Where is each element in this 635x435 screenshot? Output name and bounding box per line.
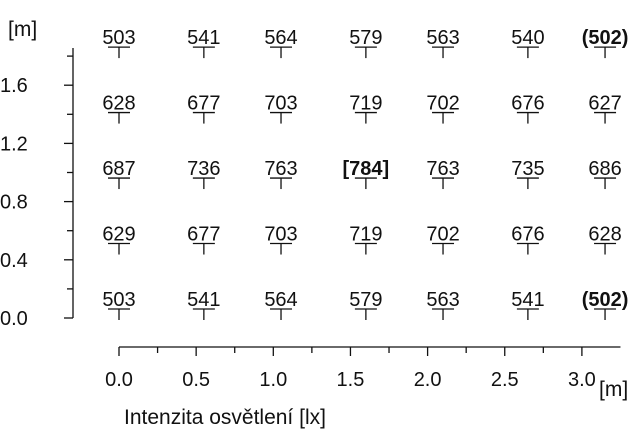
grid-values: 503 541 564 579 563 540 (502) 628 677 703 719 702 67…	[102, 27, 628, 320]
point-value: 703	[264, 224, 297, 246]
measurement-point: 579	[349, 289, 383, 320]
measurement-point: 629	[102, 224, 136, 255]
measurement-point: 736	[187, 158, 221, 190]
x-unit-label: [m]	[599, 378, 628, 401]
y-tick-label: 1.2	[0, 133, 28, 155]
point-value: 719	[349, 93, 382, 115]
measurement-point: 702	[426, 224, 460, 255]
point-value: 703	[264, 93, 297, 115]
measurement-point: 541	[187, 27, 221, 59]
y-tick-label: 0.0	[0, 308, 28, 330]
measurement-point: 676	[511, 224, 545, 255]
measurement-point: 541	[187, 289, 221, 320]
measurement-point: 676	[511, 93, 545, 124]
y-axis: 0.0 0.4 0.8 1.2 1.6	[0, 48, 74, 330]
point-value: 579	[349, 27, 382, 49]
measurement-point: 719	[349, 93, 383, 124]
measurement-point: 627	[588, 93, 622, 124]
measurement-point: 702	[426, 93, 460, 124]
x-tick-label: 0.0	[105, 369, 133, 391]
point-value: 763	[264, 158, 297, 180]
point-value: 503	[102, 289, 135, 311]
measurement-point: 563	[426, 289, 460, 320]
x-tick-label: 0.5	[182, 369, 210, 391]
y-tick-label: 0.8	[0, 192, 28, 214]
point-value: 627	[588, 93, 621, 115]
point-value: 541	[511, 289, 544, 311]
measurement-point: 719	[349, 224, 383, 255]
point-value: 564	[264, 27, 297, 49]
measurement-point: 703	[264, 224, 298, 255]
measurement-point: (502)	[582, 27, 629, 59]
point-value: 628	[102, 93, 135, 115]
point-value: 676	[511, 224, 544, 246]
measurement-point: 563	[426, 27, 460, 59]
measurement-point: 677	[187, 93, 221, 124]
point-value: 687	[102, 158, 135, 180]
measurement-point: 735	[511, 158, 545, 190]
y-tick-label: 0.4	[0, 250, 28, 272]
measurement-point: 564	[264, 27, 298, 59]
point-value: 579	[349, 289, 382, 311]
measurement-point: 579	[349, 27, 383, 59]
point-value: 563	[426, 289, 459, 311]
measurement-point: 541	[511, 289, 545, 320]
point-value: 541	[187, 289, 220, 311]
point-value: 702	[426, 224, 459, 246]
measurement-point: 763	[426, 158, 460, 190]
y-unit-label: [m]	[8, 18, 37, 41]
x-axis-title: Intenzita osvětlení [lx]	[124, 406, 326, 429]
measurement-point: (502)	[582, 289, 629, 320]
point-value: 686	[588, 158, 621, 180]
x-tick-label: 1.5	[337, 369, 365, 391]
x-tick-label: 2.5	[491, 369, 519, 391]
measurement-point: 628	[588, 224, 622, 255]
measurement-point: 564	[264, 289, 298, 320]
point-value: 719	[349, 224, 382, 246]
point-value: (502)	[582, 27, 629, 49]
measurement-point: 628	[102, 93, 136, 124]
y-tick-label: 1.6	[0, 75, 28, 97]
point-value: 540	[511, 27, 544, 49]
x-tick-label: 3.0	[568, 369, 596, 391]
point-value: (502)	[582, 289, 629, 311]
point-value: 503	[102, 27, 135, 49]
point-value: 702	[426, 93, 459, 115]
point-value: 677	[187, 224, 220, 246]
point-value: 541	[187, 27, 220, 49]
point-value: 676	[511, 93, 544, 115]
measurement-point: 703	[264, 93, 298, 124]
measurement-point: 503	[102, 27, 136, 59]
measurement-point: 687	[102, 158, 136, 190]
measurement-point: 540	[511, 27, 545, 59]
point-value: [784]	[343, 158, 390, 180]
x-tick-label: 2.0	[414, 369, 442, 391]
measurement-point: 677	[187, 224, 221, 255]
x-axis: 0.0 0.5 1.0 1.5 2.0 2.5 3.0	[105, 346, 621, 391]
point-value: 563	[426, 27, 459, 49]
measurement-point: 503	[102, 289, 136, 320]
x-tick-label: 1.0	[259, 369, 287, 391]
measurement-point: [784]	[343, 158, 390, 190]
point-value: 763	[426, 158, 459, 180]
point-value: 736	[187, 158, 220, 180]
point-value: 629	[102, 224, 135, 246]
point-value: 735	[511, 158, 544, 180]
point-value: 564	[264, 289, 297, 311]
point-value: 677	[187, 93, 220, 115]
measurement-point: 686	[588, 158, 622, 190]
measurement-point: 763	[264, 158, 298, 190]
point-value: 628	[588, 224, 621, 246]
